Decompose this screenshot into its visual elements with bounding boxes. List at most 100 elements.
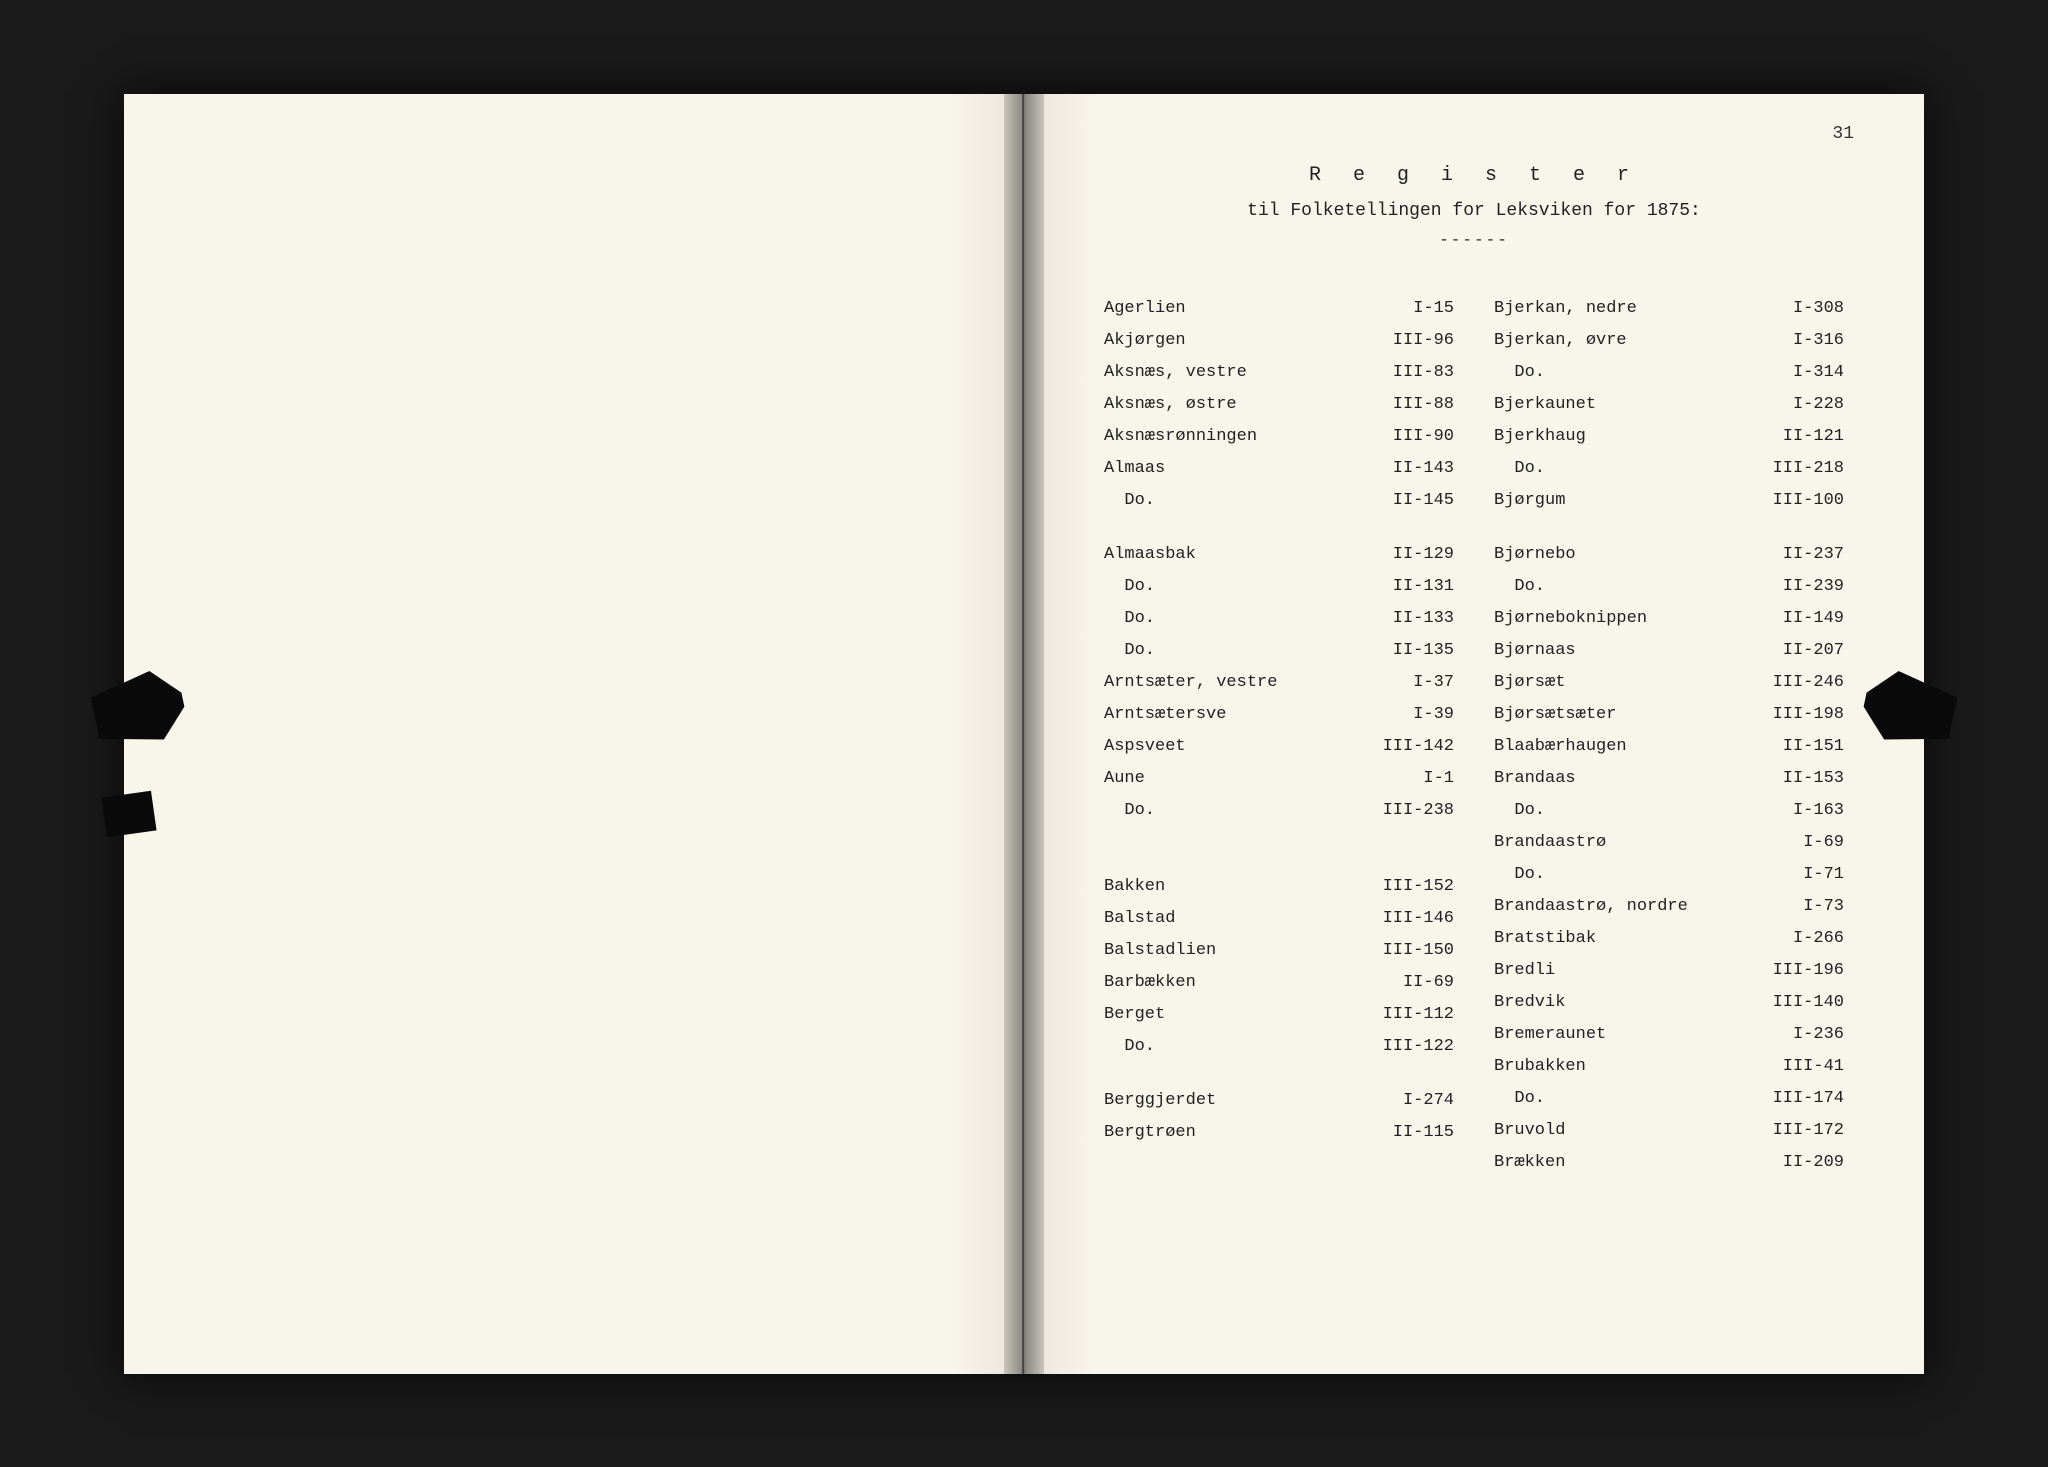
- entry-reference: III-172: [1761, 1121, 1844, 1140]
- entry-name: Bredli: [1494, 961, 1761, 980]
- register-entry: Bjerkan, øvreI-316: [1494, 331, 1844, 350]
- entry-gap: [1104, 855, 1454, 877]
- entry-reference: III-90: [1381, 427, 1454, 446]
- entry-reference: II-149: [1771, 609, 1844, 628]
- entry-reference: II-133: [1381, 609, 1454, 628]
- entry-reference: III-100: [1761, 491, 1844, 510]
- entry-name: Bjerkaunet: [1494, 395, 1781, 414]
- entry-name: Barbækken: [1104, 973, 1391, 992]
- entry-reference: III-88: [1381, 395, 1454, 414]
- entry-name: Do.: [1494, 801, 1781, 820]
- entry-name: Brandaastrø: [1494, 833, 1791, 852]
- register-entry: BjørsætIII-246: [1494, 673, 1844, 692]
- entry-reference: II-131: [1381, 577, 1454, 596]
- entry-name: Bjerkan, nedre: [1494, 299, 1781, 318]
- entry-name: Do.: [1104, 491, 1381, 510]
- register-entry: Aksnæs, østreIII-88: [1104, 395, 1454, 414]
- entry-reference: II-207: [1771, 641, 1844, 660]
- entry-reference: I-316: [1781, 331, 1844, 350]
- entry-reference: I-71: [1791, 865, 1844, 884]
- entry-name: Bjørneboknippen: [1494, 609, 1771, 628]
- entry-reference: II-143: [1381, 459, 1454, 478]
- entry-name: Almaas: [1104, 459, 1381, 478]
- entry-name: Bjerkan, øvre: [1494, 331, 1781, 350]
- entry-reference: III-152: [1371, 877, 1454, 896]
- entry-gap: [1104, 833, 1454, 855]
- register-entry: BjørgumIII-100: [1494, 491, 1844, 510]
- register-entry: Aksnæs, vestreIII-83: [1104, 363, 1454, 382]
- entry-gap: [1104, 523, 1454, 545]
- entry-name: Bjørsæt: [1494, 673, 1761, 692]
- entry-name: Balstadlien: [1104, 941, 1371, 960]
- entry-name: Brubakken: [1494, 1057, 1771, 1076]
- entry-reference: II-129: [1381, 545, 1454, 564]
- entry-name: Do.: [1494, 459, 1761, 478]
- register-entry: BrandaastrøI-69: [1494, 833, 1844, 852]
- register-entry: Bjerkan, nedreI-308: [1494, 299, 1844, 318]
- register-entry: AlmaasII-143: [1104, 459, 1454, 478]
- register-header: R e g i s t e r til Folketellingen for L…: [1084, 164, 1864, 249]
- entry-reference: II-239: [1771, 577, 1844, 596]
- entry-reference: II-153: [1771, 769, 1844, 788]
- entry-name: Agerlien: [1104, 299, 1401, 318]
- entry-name: Do.: [1104, 1037, 1371, 1056]
- entry-reference: I-37: [1401, 673, 1454, 692]
- register-entry: BrandaasII-153: [1494, 769, 1844, 788]
- register-separator: ------: [1084, 231, 1864, 249]
- register-entry: BlaabærhaugenII-151: [1494, 737, 1844, 756]
- page-number: 31: [1832, 124, 1854, 144]
- entry-reference: III-174: [1761, 1089, 1844, 1108]
- right-page: 31 R e g i s t e r til Folketellingen fo…: [1024, 94, 1924, 1374]
- register-column-left: AgerlienI-15AkjørgenIII-96Aksnæs, vestre…: [1104, 299, 1454, 1185]
- register-title: R e g i s t e r: [1084, 164, 1864, 187]
- entry-name: Aksnæs, vestre: [1104, 363, 1381, 382]
- register-entry: BjørneboknippenII-149: [1494, 609, 1844, 628]
- register-entry: Do.I-71: [1494, 865, 1844, 884]
- register-entry: BalstadlienIII-150: [1104, 941, 1454, 960]
- register-columns: AgerlienI-15AkjørgenIII-96Aksnæs, vestre…: [1084, 299, 1864, 1185]
- entry-reference: II-135: [1381, 641, 1454, 660]
- register-column-right: Bjerkan, nedreI-308 Bjerkan, øvreI-316 Do…: [1494, 299, 1844, 1185]
- entry-name: Do.: [1494, 577, 1771, 596]
- register-entry: Do.I-163: [1494, 801, 1844, 820]
- register-entry: BredvikIII-140: [1494, 993, 1844, 1012]
- entry-name: Almaasbak: [1104, 545, 1381, 564]
- entry-name: Balstad: [1104, 909, 1371, 928]
- entry-name: Berggjerdet: [1104, 1091, 1391, 1110]
- entry-name: Do.: [1494, 1089, 1761, 1108]
- entry-reference: II-209: [1771, 1153, 1844, 1172]
- entry-reference: III-146: [1371, 909, 1454, 928]
- entry-name: Brandaastrø, nordre: [1494, 897, 1791, 916]
- entry-name: Bredvik: [1494, 993, 1761, 1012]
- register-entry: Do.II-131: [1104, 577, 1454, 596]
- entry-reference: III-140: [1761, 993, 1844, 1012]
- binder-clip-left-lower: [101, 790, 156, 837]
- entry-reference: II-115: [1381, 1123, 1454, 1142]
- entry-name: Aksnæsrønningen: [1104, 427, 1381, 446]
- entry-reference: II-237: [1771, 545, 1844, 564]
- entry-reference: I-163: [1781, 801, 1844, 820]
- entry-name: Brandaas: [1494, 769, 1771, 788]
- register-entry: BruvoldIII-172: [1494, 1121, 1844, 1140]
- register-entry: Do.II-133: [1104, 609, 1454, 628]
- entry-name: Do.: [1104, 641, 1381, 660]
- entry-name: Berget: [1104, 1005, 1371, 1024]
- entry-gap: [1494, 523, 1844, 545]
- entry-reference: III-96: [1381, 331, 1454, 350]
- entry-name: Aune: [1104, 769, 1411, 788]
- entry-reference: III-150: [1371, 941, 1454, 960]
- entry-reference: I-236: [1781, 1025, 1844, 1044]
- entry-reference: III-41: [1771, 1057, 1844, 1076]
- register-entry: BrubakkenIII-41: [1494, 1057, 1844, 1076]
- register-subtitle: til Folketellingen for Leksviken for 187…: [1084, 201, 1864, 221]
- register-entry: BakkenIII-152: [1104, 877, 1454, 896]
- register-entry: AgerlienI-15: [1104, 299, 1454, 318]
- entry-reference: II-121: [1771, 427, 1844, 446]
- entry-name: Arntsætersve: [1104, 705, 1401, 724]
- register-entry: Do.III-238: [1104, 801, 1454, 820]
- register-entry: BjørneboII-237: [1494, 545, 1844, 564]
- register-entry: BremeraunetI-236: [1494, 1025, 1844, 1044]
- entry-name: Akjørgen: [1104, 331, 1381, 350]
- register-entry: BjerkaunetI-228: [1494, 395, 1844, 414]
- entry-name: Bjerkhaug: [1494, 427, 1771, 446]
